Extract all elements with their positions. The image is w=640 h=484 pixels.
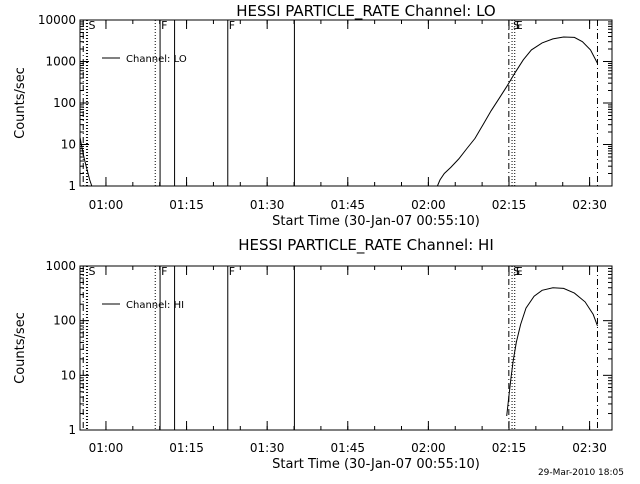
chart-0-series-line [436,36,598,187]
chart-1-x-tick-label: 01:00 [89,441,124,455]
timestamp-stamp: 29-Mar-2010 18:05 [538,468,624,478]
chart-1-legend-label: Channel: HI [126,300,184,311]
chart-1-title: HESSI PARTICLE_RATE Channel: HI [238,236,494,255]
chart-1-event-marker-label: S [513,265,520,278]
chart-1-x-tick-label: 01:30 [250,441,285,455]
chart-0-x-tick-label: 01:15 [169,198,204,212]
chart-panel-hi: HESSI PARTICLE_RATE Channel: HI 01:00 01:1… [13,236,613,472]
chart-0-y-tick-label: 1 [68,179,76,193]
chart-0-y-tick-label: 1000 [45,55,76,69]
chart-1-y-axis-label: Counts/sec [13,312,28,384]
chart-1-x-tick-label: 01:45 [330,441,365,455]
chart-0-title: HESSI PARTICLE_RATE Channel: LO [236,2,495,21]
chart-1-y-tick-label: 1 [68,423,76,437]
chart-0-legend-label: Channel: LO [126,54,187,65]
chart-1-y-tick-label: 10 [61,368,76,382]
chart-0-event-marker-label: S [513,19,520,32]
chart-1-event-marker-label: S [89,265,96,278]
chart-1-y-tick-label: 1000 [45,259,76,273]
chart-0-event-marker-label: F [161,19,167,32]
chart-1-event-marker-label: F [161,265,167,278]
chart-1-y-tick-label: 100 [53,314,76,328]
chart-1-event-marker-label: E [516,265,523,278]
chart-0-event-marker-label: F [229,19,235,32]
chart-0-x-tick-label: 01:45 [330,198,365,212]
chart-0-x-tick-label: 01:30 [250,198,285,212]
chart-panel-lo: HESSI PARTICLE_RATE Channel: LO 01:00 01:1… [13,2,613,229]
chart-0-y-tick-label: 10000 [38,13,76,27]
chart-0-x-tick-label: 02:00 [411,198,446,212]
chart-1-plot-frame [79,265,613,431]
chart-1-series-line [506,287,598,417]
chart-1-x-axis-label: Start Time (30-Jan-07 00:55:10) [272,457,480,472]
chart-0-y-tick-label: 100 [53,96,76,110]
chart-0-series-line [79,137,102,187]
chart-0-event-marker-label: E [516,19,523,32]
chart-0-x-tick-label: 02:30 [572,198,607,212]
chart-1-x-tick-label: 02:00 [411,441,446,455]
chart-0-y-tick-label: 10 [61,138,76,152]
chart-1-event-marker-label: F [229,265,235,278]
chart-0-x-tick-label: 02:15 [492,198,527,212]
chart-0-x-axis-label: Start Time (30-Jan-07 00:55:10) [272,214,480,229]
chart-1-x-tick-label: 02:15 [492,441,527,455]
chart-1-x-tick-label: 01:15 [169,441,204,455]
chart-0-x-tick-label: 01:00 [89,198,124,212]
chart-1-x-tick-label: 02:30 [572,441,607,455]
chart-0-event-marker-label: S [89,19,96,32]
chart-0-y-axis-label: Counts/sec [13,67,28,139]
